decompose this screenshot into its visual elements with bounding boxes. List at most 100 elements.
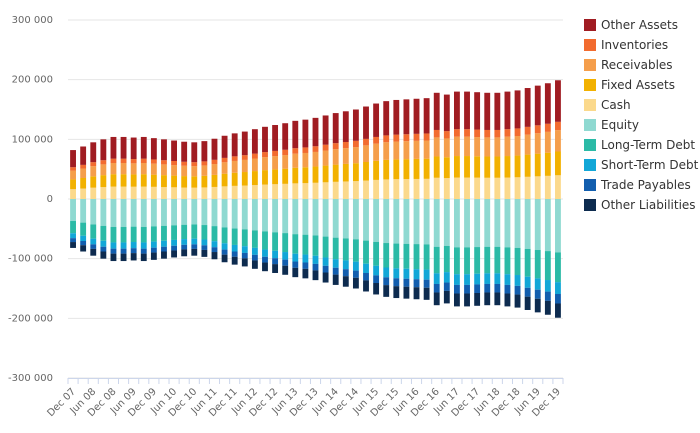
bar-segment bbox=[534, 133, 541, 154]
bar-segment bbox=[120, 253, 127, 262]
bar-segment bbox=[161, 240, 167, 247]
bar-segment bbox=[221, 157, 228, 163]
bar-segment bbox=[514, 294, 521, 308]
bar-segment bbox=[494, 273, 501, 284]
bar-segment bbox=[524, 154, 531, 177]
bar-segment bbox=[292, 153, 299, 168]
legend-item[interactable]: Equity bbox=[584, 118, 639, 132]
bar-segment bbox=[383, 243, 390, 268]
bar-segment bbox=[191, 176, 198, 188]
bar-segment bbox=[221, 186, 228, 199]
y-tick-label: 300 000 bbox=[12, 15, 53, 26]
bar-segment bbox=[191, 244, 198, 249]
bar-segment bbox=[211, 247, 218, 253]
bar-segment bbox=[544, 83, 551, 124]
bar-segment bbox=[140, 199, 147, 227]
bar-segment bbox=[211, 138, 218, 160]
bar-segment bbox=[312, 182, 319, 199]
bar-segment bbox=[544, 291, 551, 301]
bar-segment bbox=[80, 241, 87, 246]
legend-item[interactable]: Cash bbox=[584, 98, 631, 112]
bar-segment bbox=[363, 199, 369, 241]
bar-segment bbox=[171, 187, 178, 199]
bar-segment bbox=[191, 187, 198, 199]
bar-segment bbox=[211, 164, 218, 175]
bar-segment bbox=[231, 172, 238, 186]
bar-segment bbox=[393, 141, 400, 160]
bar-segment bbox=[363, 162, 369, 181]
bar-segment bbox=[393, 134, 400, 142]
bar-segment bbox=[110, 226, 117, 243]
bar-segment bbox=[211, 199, 218, 227]
bar-segment bbox=[251, 247, 258, 255]
bar-segment bbox=[150, 199, 157, 227]
legend-item[interactable]: Trade Payables bbox=[584, 178, 691, 192]
legend-item[interactable]: Inventories bbox=[584, 38, 668, 52]
legend-label: Cash bbox=[601, 98, 631, 112]
bar-segment bbox=[251, 158, 258, 172]
legend-item[interactable]: Other Assets bbox=[584, 18, 678, 32]
bar-segment bbox=[393, 99, 400, 135]
bar-segment bbox=[403, 243, 410, 269]
bar-segment bbox=[191, 224, 198, 239]
bar-segment bbox=[161, 164, 167, 176]
bar-segment bbox=[494, 177, 501, 199]
bar-segment bbox=[555, 130, 561, 152]
bar-segment bbox=[443, 272, 450, 283]
bar-segment bbox=[474, 177, 481, 199]
bar-segment bbox=[130, 137, 137, 160]
bar-segment bbox=[363, 280, 369, 292]
bar-segment bbox=[383, 142, 390, 160]
bar-segment bbox=[70, 199, 76, 222]
bar-segment bbox=[262, 170, 268, 185]
bar-segment bbox=[453, 284, 460, 294]
legend-item[interactable]: Short-Term Debt bbox=[584, 158, 699, 172]
bar-segment bbox=[282, 199, 289, 234]
bar-segment bbox=[484, 92, 491, 130]
bar-segment bbox=[161, 139, 167, 161]
legend-item[interactable]: Receivables bbox=[584, 58, 673, 72]
bar-segment bbox=[211, 241, 218, 248]
bar-segment bbox=[423, 140, 430, 159]
bar-segment bbox=[555, 282, 561, 294]
bar-segment bbox=[80, 168, 87, 178]
bar-segment bbox=[373, 143, 380, 161]
bar-segment bbox=[453, 274, 460, 285]
bar-segment bbox=[302, 268, 309, 279]
legend-item[interactable]: Fixed Assets bbox=[584, 78, 675, 92]
bar-segment bbox=[302, 183, 309, 199]
bar-segment bbox=[373, 275, 380, 284]
bar-segment bbox=[181, 176, 188, 188]
bar-segment bbox=[221, 243, 228, 250]
bar-segment bbox=[282, 252, 289, 260]
bar-segment bbox=[514, 285, 521, 295]
bar-segment bbox=[322, 272, 329, 283]
bar-segment bbox=[383, 285, 390, 297]
bar-segment bbox=[332, 259, 339, 268]
bar-segment bbox=[100, 164, 107, 176]
bar-segment bbox=[312, 270, 319, 281]
bar-segment bbox=[494, 246, 501, 274]
legend-label: Fixed Assets bbox=[601, 78, 675, 92]
bar-segment bbox=[231, 185, 238, 199]
bar-segment bbox=[484, 129, 491, 138]
bar-segment bbox=[251, 185, 258, 199]
bar-segment bbox=[342, 276, 349, 287]
bar-segment bbox=[70, 189, 76, 199]
bar-segment bbox=[453, 156, 460, 178]
bar-segment bbox=[423, 244, 430, 270]
bar-segment bbox=[211, 159, 218, 165]
bar-segment bbox=[70, 170, 76, 180]
bar-segment bbox=[443, 282, 450, 291]
bar-segment bbox=[504, 293, 511, 307]
legend-item[interactable]: Other Liabilities bbox=[584, 198, 696, 212]
legend-item[interactable]: Long-Term Debt bbox=[584, 138, 695, 152]
bar-segment bbox=[464, 136, 470, 157]
bar-segment bbox=[423, 98, 430, 134]
bar-segment bbox=[393, 179, 400, 199]
bar-segment bbox=[474, 199, 481, 248]
bar-segment bbox=[90, 248, 97, 256]
bar-segment bbox=[352, 147, 359, 164]
bar-segment bbox=[514, 199, 521, 248]
bar-segment bbox=[423, 279, 430, 288]
